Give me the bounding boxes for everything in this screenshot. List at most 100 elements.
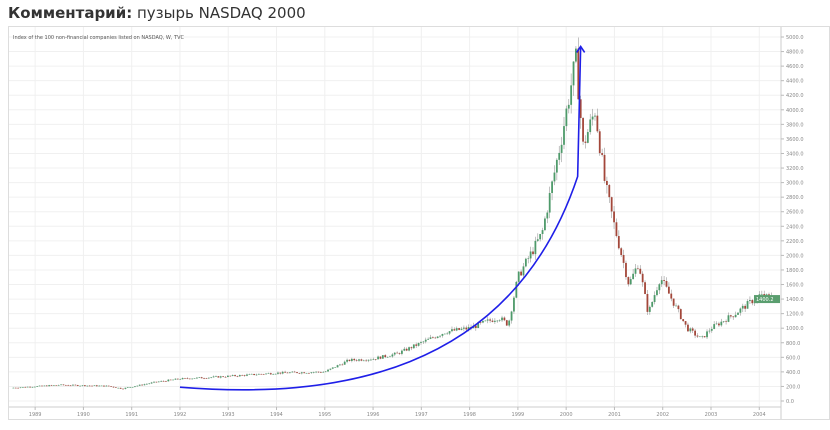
candle-body xyxy=(646,293,649,312)
candle xyxy=(746,299,749,309)
candle-body xyxy=(672,298,675,306)
candle xyxy=(594,112,596,121)
candle xyxy=(355,358,358,362)
chart-svg: Index of the 100 non-financial companies… xyxy=(9,27,804,419)
candle-body xyxy=(64,385,67,386)
candle-body xyxy=(200,377,203,379)
candle xyxy=(14,387,17,389)
candle-body xyxy=(162,381,165,382)
candle xyxy=(582,116,584,145)
candle xyxy=(50,384,53,386)
y-tick-label: 5000.0 xyxy=(786,35,804,41)
candle-body xyxy=(634,268,637,274)
candle xyxy=(222,375,225,378)
candle-body xyxy=(336,365,339,368)
candle-body xyxy=(119,387,122,389)
candle xyxy=(91,385,93,387)
candle xyxy=(193,378,196,380)
candle xyxy=(155,381,158,383)
candle xyxy=(188,378,191,380)
candle-body xyxy=(157,381,160,383)
candle-body xyxy=(374,359,377,360)
candle-body xyxy=(601,153,604,155)
candle-body xyxy=(153,381,155,383)
candle-body xyxy=(527,258,530,260)
candle-body xyxy=(710,328,713,331)
candle-body xyxy=(603,154,606,181)
candle xyxy=(603,147,606,184)
candle xyxy=(272,373,275,375)
candle xyxy=(462,325,465,332)
candle xyxy=(41,385,43,387)
page-heading: Комментарий: пузырь NASDAQ 2000 xyxy=(8,4,306,22)
candle-body xyxy=(143,384,146,386)
candle xyxy=(744,304,747,313)
candle xyxy=(260,373,263,375)
x-tick-label: 1997 xyxy=(415,412,428,418)
candle-body xyxy=(255,374,258,376)
candle-body xyxy=(267,373,270,374)
candle xyxy=(532,247,534,256)
last-price-label: 1400.2 xyxy=(756,297,774,303)
candle-body xyxy=(67,385,70,386)
candle-body xyxy=(436,336,439,339)
candle xyxy=(398,352,401,355)
candle xyxy=(608,184,611,203)
candle xyxy=(460,326,463,331)
candle-body xyxy=(181,378,184,380)
candle-body xyxy=(196,377,198,379)
candle-body xyxy=(479,322,482,323)
candle-body xyxy=(732,316,735,318)
candle-body xyxy=(636,268,639,270)
candle-body xyxy=(207,377,210,379)
candle-body xyxy=(401,350,403,354)
candle xyxy=(672,298,675,308)
candle xyxy=(596,108,599,133)
candle-body xyxy=(660,280,663,285)
candle xyxy=(26,386,29,388)
candle-body xyxy=(300,372,303,374)
bubble-arrow-annotation xyxy=(179,46,582,391)
y-tick-label: 4600.0 xyxy=(786,64,804,70)
candle xyxy=(701,335,704,339)
price-chart[interactable]: Index of the 100 non-financial companies… xyxy=(8,26,830,420)
candle-body xyxy=(350,358,353,361)
candle-body xyxy=(117,387,120,389)
candle-body xyxy=(703,336,706,338)
candle xyxy=(729,314,732,319)
candle xyxy=(134,386,136,388)
candle-body xyxy=(460,328,463,330)
chart-title: Index of the 100 non-financial companies… xyxy=(13,35,185,41)
candle xyxy=(536,233,539,243)
candle-body xyxy=(76,385,79,386)
x-tick-label: 1993 xyxy=(222,412,235,418)
candle-body xyxy=(222,376,225,377)
candle xyxy=(391,353,394,358)
y-tick-label: 2800.0 xyxy=(786,195,804,201)
candle xyxy=(684,321,687,328)
candle xyxy=(646,290,649,316)
candle-body xyxy=(360,359,363,361)
candle-body xyxy=(544,218,546,231)
candle xyxy=(200,376,203,379)
x-tick-label: 1991 xyxy=(125,412,138,418)
candle-body xyxy=(577,48,580,100)
candle xyxy=(579,95,582,129)
y-tick-label: 1000.0 xyxy=(786,326,804,332)
candle xyxy=(555,158,558,181)
candle xyxy=(336,364,339,368)
candle xyxy=(541,227,544,240)
candle-body xyxy=(53,385,55,386)
candle xyxy=(198,377,201,379)
candle xyxy=(522,262,525,278)
candle-body xyxy=(503,317,506,321)
candle xyxy=(246,373,248,377)
candle xyxy=(563,117,565,150)
candle-body xyxy=(160,381,163,382)
candle-body xyxy=(462,327,465,329)
candle xyxy=(334,367,337,369)
candle xyxy=(465,325,468,332)
x-tick-label: 1995 xyxy=(318,412,331,418)
candle-body xyxy=(403,348,406,351)
candle-body xyxy=(377,356,379,360)
